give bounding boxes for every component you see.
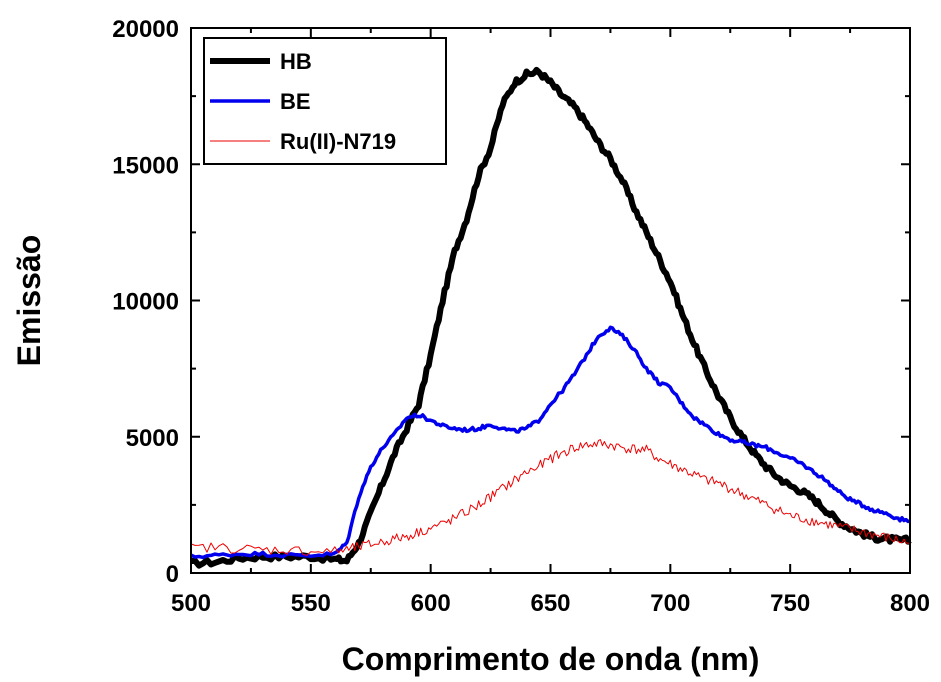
series-line-1 [190, 66, 912, 569]
legend-label-1: HB [280, 49, 312, 74]
x-tick-label: 500 [171, 590, 211, 617]
x-axis-title: Comprimento de onda (nm) [342, 641, 760, 677]
legend-label-2: BE [280, 89, 311, 114]
ticks-layer: 500 550 600 650 700 750 800 0 5000 10000 15000 2000… [112, 16, 930, 617]
x-tick-label: 700 [650, 590, 690, 617]
y-axis-title: Emissão [11, 235, 47, 367]
y-tick-label: 5000 [126, 425, 179, 452]
y-tick-label: 10000 [112, 289, 179, 316]
series-layer [190, 66, 912, 569]
x-tick-label: 600 [411, 590, 451, 617]
x-tick-label: 550 [291, 590, 331, 617]
legend: HB BE Ru(II)-N719 [203, 37, 447, 165]
y-tick-label: 20000 [112, 16, 179, 43]
series-line-2 [190, 325, 911, 560]
x-tick-label: 650 [530, 590, 570, 617]
x-tick-label: 800 [890, 590, 930, 617]
y-tick-label: 0 [166, 561, 179, 588]
x-tick-label: 750 [770, 590, 810, 617]
y-tick-label: 15000 [112, 152, 179, 179]
legend-label-3: Ru(II)-N719 [280, 129, 396, 154]
series-line-3 [190, 439, 911, 556]
